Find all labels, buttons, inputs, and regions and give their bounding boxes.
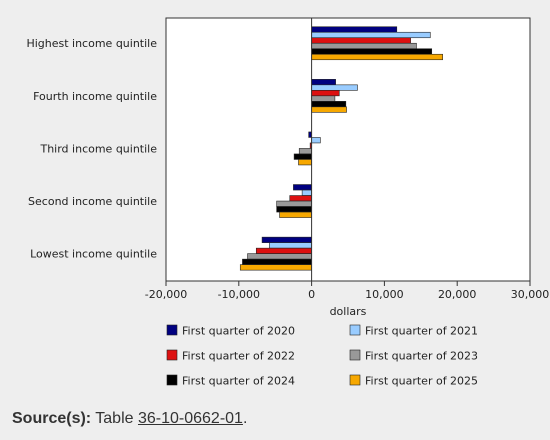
bar[interactable] [311,106,347,113]
bar[interactable] [279,211,312,218]
source-table-link[interactable]: 36-10-0662-01 [137,410,243,427]
legend-label: First quarter of 2025 [365,375,478,388]
legend-label: First quarter of 2021 [365,325,478,338]
bar[interactable] [311,101,347,108]
bar[interactable] [311,95,336,102]
category-label: Third income quintile [39,142,157,155]
bar[interactable] [247,253,312,260]
bar[interactable] [293,153,312,160]
bar[interactable] [311,26,398,33]
x-axis-title: dollars [330,305,367,318]
bar[interactable] [255,247,312,254]
category-label: Lowest income quintile [30,248,157,261]
legend-swatch [349,374,361,386]
legend: First quarter of 2020 First quarter of 20… [166,324,478,388]
bar[interactable] [293,184,312,191]
category-label: Highest income quintile [26,37,157,50]
bar[interactable] [301,189,312,196]
legend-item[interactable]: First quarter of 2024 [166,374,295,388]
x-tick-label: -20,000 [145,288,187,301]
legend-label: First quarter of 2022 [182,350,295,363]
category-label: Second income quintile [28,195,157,208]
bar[interactable] [311,42,417,50]
bar[interactable] [276,206,312,213]
source-suffix: . [242,410,248,427]
bar-group [239,26,443,271]
bar[interactable] [311,53,443,61]
bar[interactable] [242,258,312,265]
bar[interactable] [311,137,321,144]
source-label: Source(s): [12,410,92,427]
legend-swatch [349,349,361,361]
bar[interactable] [311,48,433,55]
bar[interactable] [311,37,411,44]
legend-item[interactable]: First quarter of 2023 [349,349,478,363]
x-tick-label: 20,000 [438,288,477,301]
chart: Highest income quintile Fourth income qui… [26,17,549,388]
category-label: Fourth income quintile [33,90,157,103]
bar[interactable] [289,195,312,202]
bar[interactable] [311,31,431,39]
bar[interactable] [311,90,340,97]
legend-label: First quarter of 2024 [182,375,295,388]
legend-item[interactable]: First quarter of 2021 [349,324,478,338]
legend-swatch [166,349,178,361]
bar[interactable] [269,242,312,249]
bar[interactable] [276,200,312,207]
bar[interactable] [311,79,336,86]
legend-swatch [349,324,361,336]
x-tick-label: 30,000 [511,288,550,301]
legend-swatch [166,324,178,336]
category-labels: Highest income quintile Fourth income qui… [26,37,157,260]
x-tick-label: -10,000 [218,288,260,301]
legend-label: First quarter of 2020 [182,325,295,338]
legend-item[interactable]: First quarter of 2020 [166,324,295,338]
legend-label: First quarter of 2023 [365,350,478,363]
legend-swatch [166,374,178,386]
bar[interactable] [298,159,312,166]
bar[interactable] [311,84,358,91]
x-tick-label: 10,000 [365,288,404,301]
legend-item[interactable]: First quarter of 2022 [166,349,295,363]
source-line: Source(s): Table 36-10-0662-01. [12,410,247,428]
x-tick-label: 0 [308,288,315,301]
plot-area [165,17,531,282]
x-axis: -20,000 -10,000 0 10,000 20,000 30,000 [145,281,549,301]
bar[interactable] [239,264,312,271]
bar[interactable] [261,236,312,243]
source-prefix: Table [95,410,138,427]
legend-item[interactable]: First quarter of 2025 [349,374,478,388]
bar[interactable] [298,148,312,155]
